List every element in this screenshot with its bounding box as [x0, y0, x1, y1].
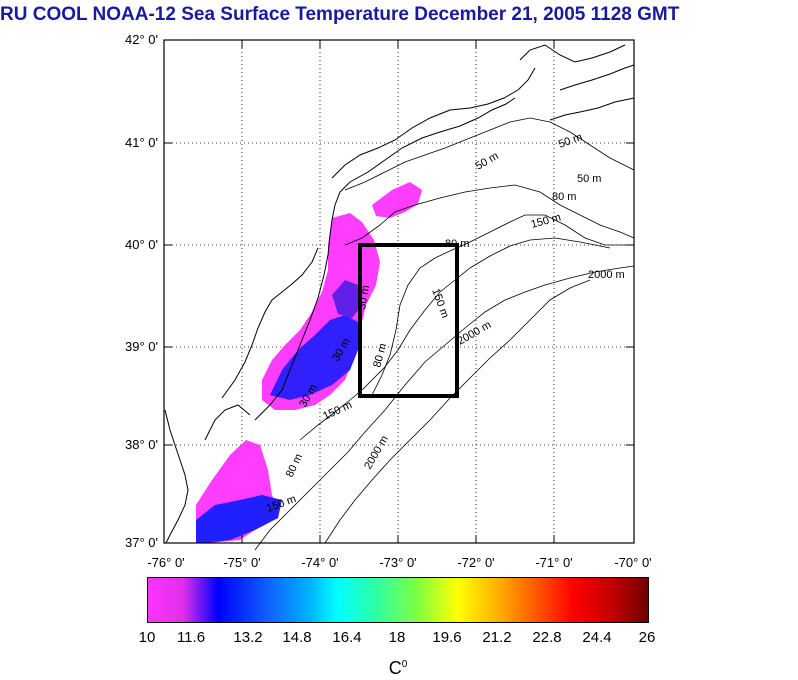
colorbar-tick: 18 — [388, 629, 406, 646]
contour-label: 80 m — [552, 191, 576, 203]
sst-patch-north — [372, 182, 422, 218]
lon-label: -76° 0' — [147, 555, 185, 570]
colorbar-tick: 10 — [138, 629, 156, 646]
contour-label: 50 m — [577, 173, 601, 185]
colorbar-tick: 22.8 — [532, 629, 562, 646]
sst-patch-core — [270, 315, 360, 400]
map-frame — [163, 39, 635, 544]
contour-label: 2000 m — [588, 269, 625, 281]
lat-label: 40° 0' — [125, 237, 158, 252]
lat-label: 39° 0' — [125, 339, 158, 354]
sst-patches — [196, 182, 422, 543]
colorbar-tick: 16.4 — [332, 629, 362, 646]
lon-label: -72° 0' — [457, 555, 495, 570]
sst-patch-core-2 — [332, 280, 362, 318]
lon-label: -74° 0' — [301, 555, 339, 570]
contour-label: 2000 m — [362, 434, 391, 472]
contour-label: 2000 m — [456, 319, 494, 348]
lon-label: -75° 0' — [223, 555, 261, 570]
contour-label: 150 m — [429, 287, 451, 320]
lat-label: 37° 0' — [125, 535, 158, 550]
contour-label: 80 m — [445, 238, 469, 250]
colorbar-tick: 14.8 — [282, 629, 312, 646]
colorbar-tick: 11.6 — [176, 629, 206, 646]
lat-label: 41° 0' — [125, 135, 158, 150]
colorbar-tick: 19.6 — [432, 629, 462, 646]
unit-base: C — [388, 658, 402, 678]
lon-label: -73° 0' — [379, 555, 417, 570]
colorbar-tick: 21.2 — [482, 629, 512, 646]
unit-superscript: 0 — [401, 659, 408, 670]
map-title: RU COOL NOAA-12 Sea Surface Temperature … — [0, 4, 680, 25]
coastline — [164, 44, 635, 544]
temperature-unit: C0 — [368, 654, 428, 679]
sst-patch-south-core — [196, 495, 282, 543]
contour-label: 30 m — [356, 284, 372, 310]
colorbar-tick: 13.2 — [233, 629, 263, 646]
colorbar-tick: 24.4 — [582, 629, 612, 646]
contour-label: 150 m — [321, 399, 354, 423]
lat-label: 38° 0' — [125, 437, 158, 452]
lon-label: -71° 0' — [535, 555, 573, 570]
study-area-box — [358, 243, 459, 398]
lat-label: 42° 0' — [125, 32, 158, 47]
temperature-colorbar — [147, 577, 649, 623]
contour-label: 50 m — [474, 150, 501, 173]
contour-label: 80 m — [284, 452, 305, 479]
axis-ticks — [164, 39, 634, 544]
colorbar-tick: 26 — [638, 629, 656, 646]
contour-label: 150 m — [530, 211, 563, 231]
lon-label: -70° 0' — [614, 555, 652, 570]
contour-label: 50 m — [557, 131, 584, 151]
